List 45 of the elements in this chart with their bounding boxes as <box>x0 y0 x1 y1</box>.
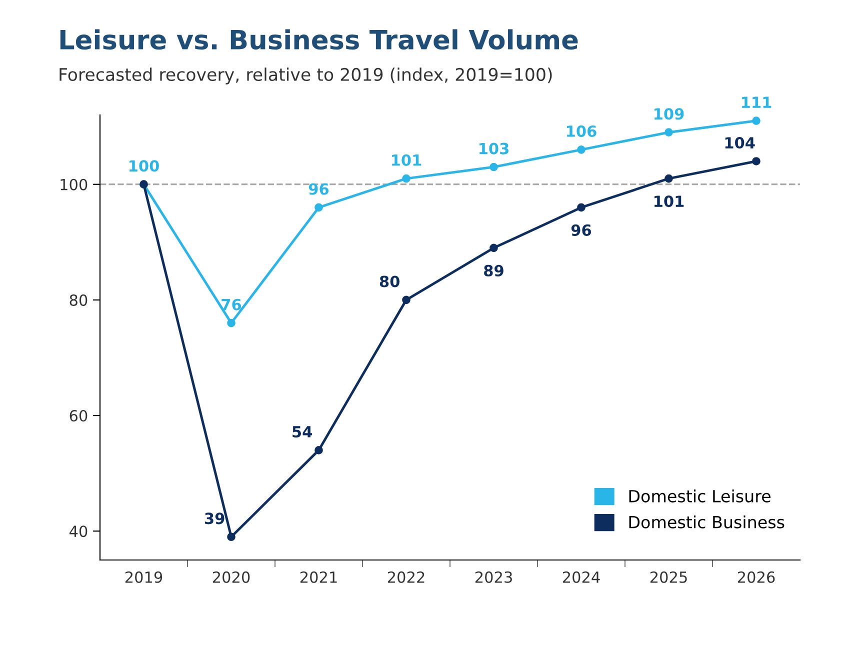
data-label: 111 <box>742 96 772 108</box>
y-tick-label: 60 <box>70 410 88 422</box>
data-label: 80 <box>380 276 400 288</box>
y-tick-label: 80 <box>70 294 88 306</box>
point <box>752 157 760 166</box>
chart-subtitle: Forecasted recovery, relative to 2019 (index, 2019=100) <box>60 68 552 84</box>
data-label: 101 <box>392 154 422 166</box>
data-label: 101 <box>654 196 684 208</box>
point <box>314 203 323 212</box>
point <box>402 174 410 183</box>
point <box>314 446 323 454</box>
point <box>402 296 410 304</box>
point <box>577 203 586 212</box>
point <box>490 244 498 252</box>
legend-label: Domestic Business <box>629 516 784 528</box>
data-label: 39 <box>204 512 224 524</box>
x-tick-label: 2020 <box>212 571 250 583</box>
point <box>664 128 673 137</box>
data-label: 76 <box>222 298 242 310</box>
x-tick-label: 2023 <box>475 571 512 583</box>
data-label: 89 <box>484 264 504 276</box>
point <box>577 146 586 154</box>
x-tick-label: 2022 <box>388 571 424 583</box>
point <box>490 162 498 172</box>
data-label: 106 <box>567 125 596 137</box>
point <box>227 532 236 542</box>
x-tick-label: 2026 <box>738 571 775 583</box>
data-label: 104 <box>725 136 755 149</box>
data-label: 100 <box>130 160 159 172</box>
point <box>664 174 673 183</box>
x-tick-label: 2021 <box>300 571 337 583</box>
legend-label: Domestic Leisure <box>629 490 770 502</box>
x-tick-label: 2019 <box>125 571 162 583</box>
data-label: 96 <box>571 224 592 236</box>
point <box>752 116 760 125</box>
data-label: 109 <box>654 108 684 120</box>
y-tick-label: 40 <box>70 526 88 538</box>
x-tick-label: 2024 <box>562 571 600 583</box>
chart-title: Leisure vs. Business Travel Volume <box>60 29 578 50</box>
point <box>227 318 236 328</box>
x-tick-label: 2025 <box>650 571 687 583</box>
data-label: 96 <box>308 183 329 195</box>
y-tick-label: 100 <box>60 178 88 190</box>
data-label: 103 <box>480 142 508 154</box>
data-label: 54 <box>292 426 312 438</box>
